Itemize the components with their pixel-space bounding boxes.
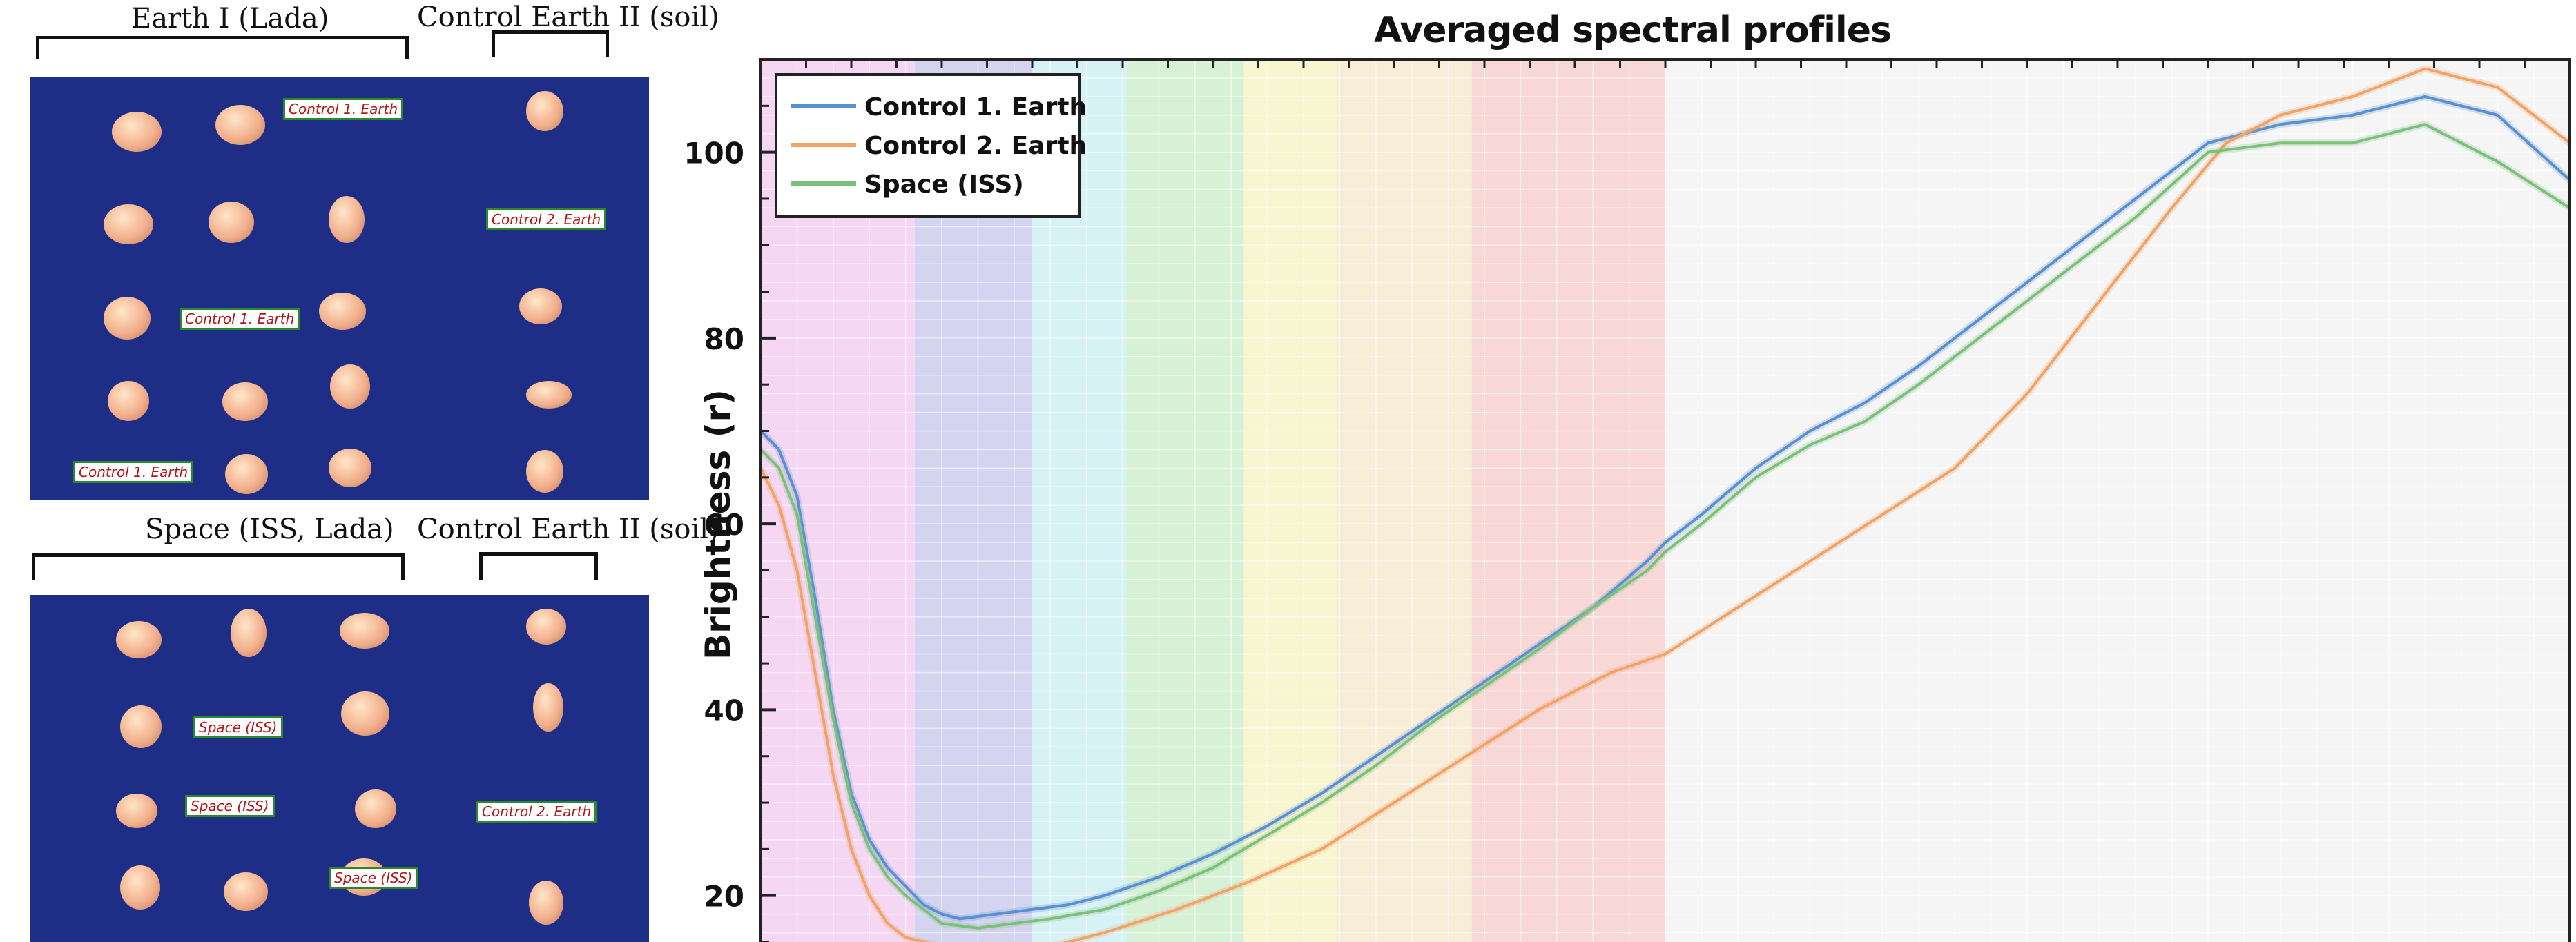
seed-tag: Control 1. Earth — [283, 98, 404, 120]
seed — [329, 449, 371, 487]
y-tick-label: 80 — [704, 322, 744, 356]
legend-label: Control 2. Earth — [864, 132, 1087, 160]
seed-tag: Control 2. Earth — [476, 801, 597, 823]
seed — [526, 91, 563, 131]
chart-title: Averaged spectral profiles — [1374, 10, 1892, 51]
control-bracket — [492, 30, 609, 57]
seed — [519, 288, 562, 324]
axes: 20 40 60 80 100 — [684, 58, 2571, 942]
series-lines — [757, 65, 2573, 942]
seed-tag: Control 1. Earth — [73, 461, 194, 483]
seed — [330, 364, 370, 409]
seed — [116, 621, 162, 658]
seed — [120, 705, 162, 748]
seed — [222, 382, 268, 421]
spectral-band — [1471, 59, 1665, 942]
spectral-band — [1336, 59, 1472, 942]
seed — [526, 609, 566, 645]
seed-photo: Control 1. Earth Control 2. Earth Contro… — [30, 77, 649, 500]
seed — [529, 881, 563, 925]
grid-lines — [760, 59, 2570, 942]
seed — [341, 691, 389, 736]
group-bracket — [36, 36, 409, 59]
series-line — [759, 123, 2571, 930]
legend-label: Control 1. Earth — [864, 93, 1087, 121]
seed — [526, 450, 563, 493]
legend-label: Space (ISS) — [864, 170, 1024, 199]
seed-tag: Control 2. Earth — [486, 208, 607, 230]
seed — [120, 865, 160, 910]
spectral-band — [1126, 59, 1244, 942]
seed — [209, 202, 254, 243]
seed-tag: Space (ISS) — [193, 716, 283, 738]
seed — [340, 613, 389, 649]
seed-photo: Space (ISS) Space (ISS) Space (ISS) Cont… — [30, 595, 649, 942]
seed — [224, 872, 268, 911]
seed — [104, 297, 151, 340]
seed — [526, 381, 572, 409]
seed — [215, 105, 265, 145]
y-tick-label: 20 — [704, 880, 744, 914]
seed — [231, 609, 267, 657]
y-tick-label: 60 — [704, 508, 744, 542]
group-label: Space (ISS, Lada) — [145, 513, 394, 545]
seed — [108, 381, 149, 421]
seed — [355, 789, 396, 828]
series-line — [759, 95, 2571, 921]
group-bracket — [32, 553, 405, 580]
control-bracket — [479, 552, 598, 580]
seed — [104, 204, 153, 244]
seed — [319, 293, 366, 330]
seed-tag: Space (ISS) — [185, 795, 275, 817]
control-label: Control Earth II (soil) — [417, 513, 719, 545]
series-line — [759, 67, 2571, 942]
seed — [112, 112, 162, 152]
control-label: Control Earth II (soil) — [417, 1, 719, 33]
seed — [225, 454, 268, 494]
y-tick-label: 100 — [684, 137, 744, 170]
seed — [329, 196, 365, 243]
seed-tag: Space (ISS) — [329, 867, 418, 889]
seed — [533, 683, 563, 732]
seed-tag: Control 1. Earth — [180, 308, 300, 330]
legend: Control 1. Earth Control 2. Earth Space (I… — [775, 73, 1087, 218]
spectral-band — [1665, 59, 2570, 942]
y-tick-label: 40 — [704, 694, 744, 727]
group-label: Earth I (Lada) — [131, 3, 329, 35]
seed — [116, 794, 157, 828]
